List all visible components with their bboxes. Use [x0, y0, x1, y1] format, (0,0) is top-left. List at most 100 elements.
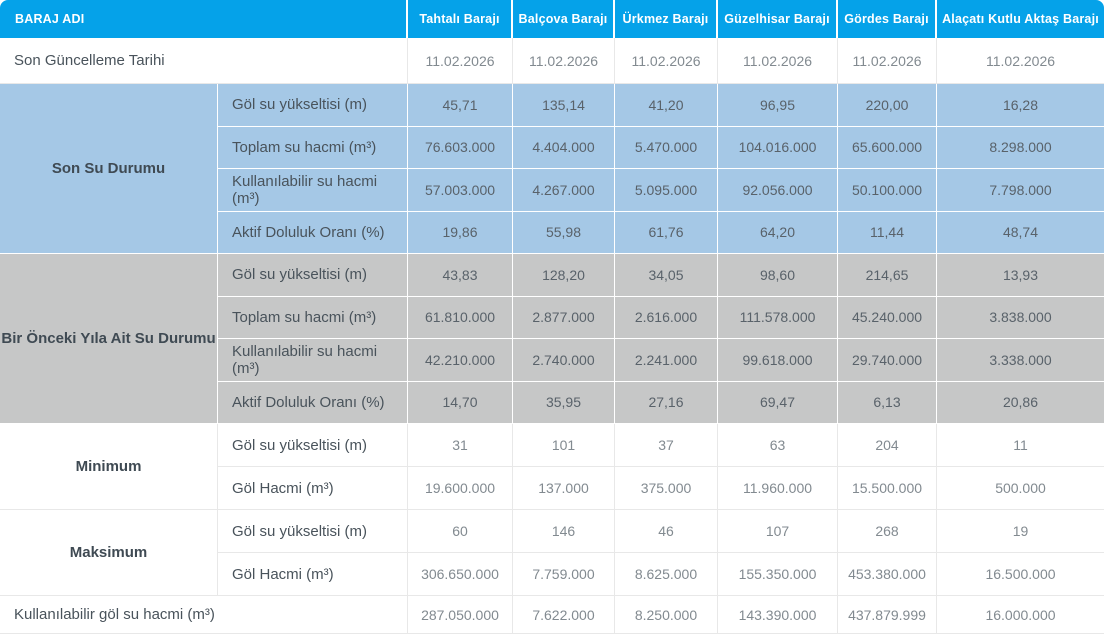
- current-status-row: Kullanılabilir su hacmi (m³) 57.003.000 …: [0, 169, 1104, 212]
- value-cell: 96,95: [718, 84, 838, 127]
- maximum-row: Maksimum Göl su yükseltisi (m) 60 146 46…: [0, 510, 1104, 596]
- usable-lake-volume-label: Kullanılabilir göl su hacmi (m³): [0, 596, 408, 634]
- value-cell: 98,60: [718, 254, 838, 297]
- metric-label: Göl Hacmi (m³): [218, 553, 408, 596]
- value-cell: 13,93: [937, 254, 1104, 297]
- current-status-row: Son Su Durumu Göl su yükseltisi (m) 45,7…: [0, 84, 1104, 254]
- previous-year-row: Aktif Doluluk Oranı (%) 14,70 35,95 27,1…: [0, 381, 1104, 424]
- value-cell: 64,20: [718, 211, 838, 254]
- value-cell: 69,47: [718, 381, 838, 424]
- value-cell: 55,98: [513, 211, 615, 254]
- value-cell: 11,44: [838, 211, 937, 254]
- value-cell: 45,71: [408, 84, 513, 127]
- section-label-current-status: Son Su Durumu: [0, 84, 218, 254]
- update-date-row: Son Güncelleme Tarihi 11.02.2026 11.02.2…: [0, 38, 1104, 84]
- value-cell: 29.740.000: [838, 339, 937, 382]
- value-cell: 14,70: [408, 381, 513, 424]
- value-cell: 8.250.000: [615, 596, 718, 634]
- baraj-adi-header: BARAJ ADI: [0, 0, 408, 38]
- value-cell: 42.210.000: [408, 339, 513, 382]
- metric-label: Aktif Doluluk Oranı (%): [218, 381, 408, 424]
- value-cell: 107: [718, 510, 838, 553]
- metric-label: Kullanılabilir su hacmi (m³): [218, 339, 408, 382]
- value-cell: 7.798.000: [937, 169, 1104, 212]
- value-cell: 65.600.000: [838, 126, 937, 169]
- value-cell: 19.600.000: [408, 467, 513, 510]
- value-cell: 99.618.000: [718, 339, 838, 382]
- previous-year-row: Bir Önceki Yıla Ait Su Durumu Göl su yük…: [0, 254, 1104, 424]
- value-cell: 61.810.000: [408, 296, 513, 339]
- update-date-value: 11.02.2026: [615, 38, 718, 84]
- value-cell: 48,74: [937, 211, 1104, 254]
- value-cell: 214,65: [838, 254, 937, 297]
- metric-label: Göl su yükseltisi (m): [218, 254, 408, 297]
- value-cell: 37: [615, 424, 718, 467]
- update-date-value: 11.02.2026: [408, 38, 513, 84]
- value-cell: 11: [937, 424, 1104, 467]
- value-cell: 3.838.000: [937, 296, 1104, 339]
- maximum-row: Göl Hacmi (m³) 306.650.000 7.759.000 8.6…: [0, 553, 1104, 596]
- value-cell: 16.500.000: [937, 553, 1104, 596]
- update-date-value: 11.02.2026: [718, 38, 838, 84]
- value-cell: 111.578.000: [718, 296, 838, 339]
- section-label-minimum: Minimum: [0, 424, 218, 510]
- dam-column-header-alacati: Alaçatı Kutlu Aktaş Barajı: [937, 0, 1104, 38]
- value-cell: 61,76: [615, 211, 718, 254]
- previous-year-row: Kullanılabilir su hacmi (m³) 42.210.000 …: [0, 339, 1104, 382]
- update-date-value: 11.02.2026: [937, 38, 1104, 84]
- value-cell: 204: [838, 424, 937, 467]
- table-header-row: BARAJ ADI Tahtalı Barajı Balçova Barajı …: [0, 0, 1104, 38]
- dam-column-header-tahtali: Tahtalı Barajı: [408, 0, 513, 38]
- value-cell: 15.500.000: [838, 467, 937, 510]
- current-status-row: Aktif Doluluk Oranı (%) 19,86 55,98 61,7…: [0, 211, 1104, 254]
- value-cell: 41,20: [615, 84, 718, 127]
- value-cell: 45.240.000: [838, 296, 937, 339]
- value-cell: 220,00: [838, 84, 937, 127]
- metric-label: Toplam su hacmi (m³): [218, 296, 408, 339]
- value-cell: 268: [838, 510, 937, 553]
- metric-label: Göl su yükseltisi (m): [218, 424, 408, 467]
- section-label-previous-year: Bir Önceki Yıla Ait Su Durumu: [0, 254, 218, 424]
- value-cell: 8.298.000: [937, 126, 1104, 169]
- value-cell: 500.000: [937, 467, 1104, 510]
- value-cell: 437.879.999: [838, 596, 937, 634]
- value-cell: 19,86: [408, 211, 513, 254]
- value-cell: 453.380.000: [838, 553, 937, 596]
- value-cell: 20,86: [937, 381, 1104, 424]
- value-cell: 375.000: [615, 467, 718, 510]
- value-cell: 7.759.000: [513, 553, 615, 596]
- previous-year-row: Toplam su hacmi (m³) 61.810.000 2.877.00…: [0, 296, 1104, 339]
- metric-label: Göl su yükseltisi (m): [218, 510, 408, 553]
- value-cell: 3.338.000: [937, 339, 1104, 382]
- value-cell: 2.616.000: [615, 296, 718, 339]
- metric-label: Göl su yükseltisi (m): [218, 84, 408, 127]
- value-cell: 27,16: [615, 381, 718, 424]
- value-cell: 5.095.000: [615, 169, 718, 212]
- metric-label: Göl Hacmi (m³): [218, 467, 408, 510]
- value-cell: 34,05: [615, 254, 718, 297]
- value-cell: 128,20: [513, 254, 615, 297]
- value-cell: 4.267.000: [513, 169, 615, 212]
- usable-lake-volume-row: Kullanılabilir göl su hacmi (m³) 287.050…: [0, 596, 1104, 634]
- value-cell: 76.603.000: [408, 126, 513, 169]
- dam-column-header-guzelhisar: Güzelhisar Barajı: [718, 0, 838, 38]
- value-cell: 50.100.000: [838, 169, 937, 212]
- metric-label: Aktif Doluluk Oranı (%): [218, 211, 408, 254]
- value-cell: 137.000: [513, 467, 615, 510]
- dam-column-header-gordes: Gördes Barajı: [838, 0, 937, 38]
- update-date-label: Son Güncelleme Tarihi: [0, 38, 408, 84]
- minimum-row: Minimum Göl su yükseltisi (m) 31 101 37 …: [0, 424, 1104, 510]
- value-cell: 287.050.000: [408, 596, 513, 634]
- current-status-row: Toplam su hacmi (m³) 76.603.000 4.404.00…: [0, 126, 1104, 169]
- dam-column-header-urkmez: Ürkmez Barajı: [615, 0, 718, 38]
- value-cell: 2.241.000: [615, 339, 718, 382]
- value-cell: 155.350.000: [718, 553, 838, 596]
- value-cell: 35,95: [513, 381, 615, 424]
- metric-label: Toplam su hacmi (m³): [218, 126, 408, 169]
- value-cell: 19: [937, 510, 1104, 553]
- value-cell: 2.740.000: [513, 339, 615, 382]
- value-cell: 16.000.000: [937, 596, 1104, 634]
- dam-column-header-balcova: Balçova Barajı: [513, 0, 615, 38]
- value-cell: 7.622.000: [513, 596, 615, 634]
